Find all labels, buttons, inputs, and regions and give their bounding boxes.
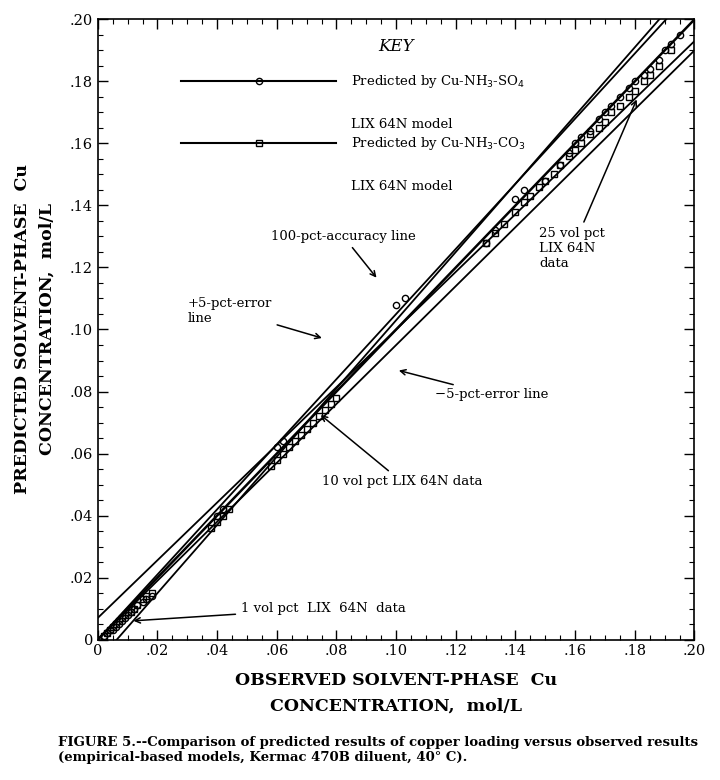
Text: −5-pct-error line: −5-pct-error line [400, 370, 549, 401]
Text: 10 vol pct LIX 64N data: 10 vol pct LIX 64N data [322, 416, 482, 488]
Text: +5-pct-error
line: +5-pct-error line [187, 297, 320, 339]
Y-axis label: PREDICTED SOLVENT-PHASE  Cu
CONCENTRATION,  mol/L: PREDICTED SOLVENT-PHASE Cu CONCENTRATION… [14, 165, 55, 495]
Text: Predicted by Cu-NH$_3$-CO$_3$: Predicted by Cu-NH$_3$-CO$_3$ [351, 135, 526, 152]
Text: LIX 64N model: LIX 64N model [351, 119, 453, 131]
Text: 25 vol pct
LIX 64N
data: 25 vol pct LIX 64N data [539, 101, 636, 271]
Text: Predicted by Cu-NH$_3$-SO$_4$: Predicted by Cu-NH$_3$-SO$_4$ [351, 73, 525, 90]
Text: LIX 64N model: LIX 64N model [351, 180, 453, 193]
Text: 1 vol pct  LIX  64N  data: 1 vol pct LIX 64N data [135, 602, 406, 623]
Text: KEY: KEY [379, 38, 414, 55]
Text: FIGURE 5.--Comparison of predicted results of copper loading versus observed res: FIGURE 5.--Comparison of predicted resul… [58, 736, 698, 764]
Text: 100-pct-accuracy line: 100-pct-accuracy line [271, 229, 415, 276]
X-axis label: OBSERVED SOLVENT-PHASE  Cu
CONCENTRATION,  mol/L: OBSERVED SOLVENT-PHASE Cu CONCENTRATION,… [235, 672, 557, 714]
